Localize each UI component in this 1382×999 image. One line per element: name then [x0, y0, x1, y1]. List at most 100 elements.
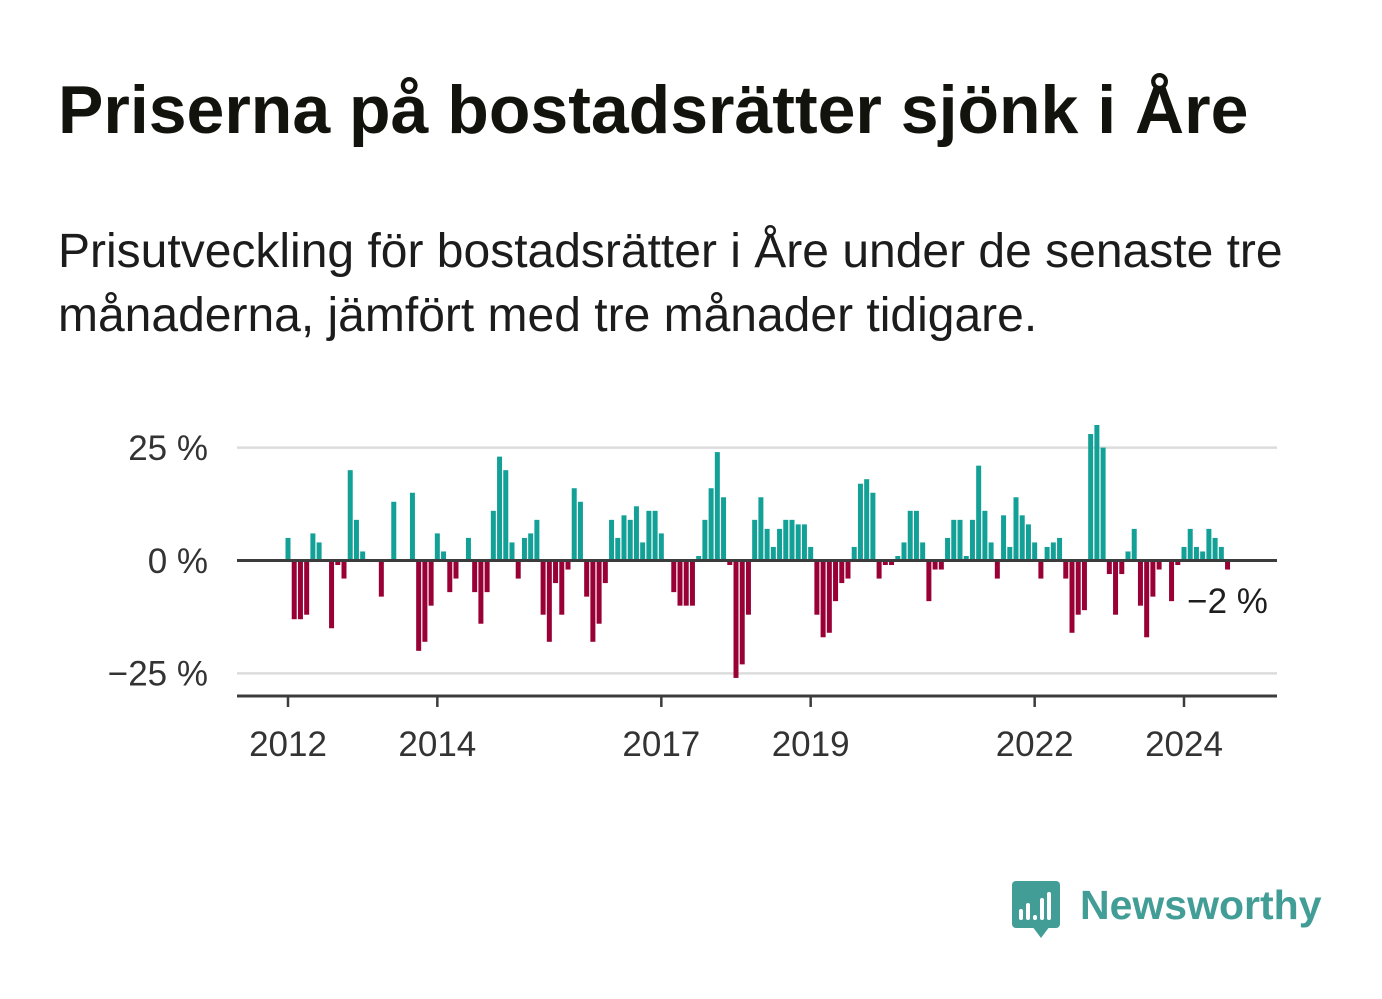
bar — [658, 533, 664, 561]
bar — [1125, 551, 1131, 561]
bar — [1225, 560, 1231, 570]
bar — [316, 542, 322, 561]
bar — [1119, 560, 1125, 575]
bar — [689, 560, 695, 606]
bar — [851, 546, 857, 561]
value-annotation: −2 % — [1187, 582, 1268, 621]
bar — [982, 510, 988, 561]
bar — [1106, 560, 1112, 575]
bar — [478, 560, 484, 624]
chart-title: Priserna på bostadsrätter sjönk i Åre — [58, 72, 1249, 148]
bar — [416, 560, 422, 651]
bar — [633, 506, 639, 561]
bar — [1001, 515, 1007, 561]
bar — [285, 537, 291, 561]
x-tick-label: 2014 — [398, 725, 476, 764]
bar — [1019, 515, 1025, 561]
bar — [708, 488, 714, 561]
bar — [590, 560, 596, 642]
bar — [577, 501, 583, 561]
bar — [770, 546, 776, 561]
bar — [683, 560, 689, 606]
bar — [378, 560, 384, 597]
bar — [602, 560, 608, 584]
bar — [801, 524, 807, 561]
y-tick-label: −25 % — [108, 655, 208, 694]
bar — [441, 551, 447, 561]
logo-icon-body — [1012, 881, 1060, 928]
bar — [652, 510, 658, 561]
bar — [721, 497, 727, 561]
bar — [584, 560, 590, 597]
bar — [795, 524, 801, 561]
bar — [833, 560, 839, 602]
bar — [839, 560, 845, 584]
bar — [540, 560, 546, 615]
bar — [1088, 434, 1094, 561]
bar — [497, 456, 503, 561]
bar — [360, 551, 366, 561]
bar — [559, 560, 565, 615]
bar — [1218, 546, 1224, 561]
bar — [509, 542, 515, 561]
bar — [347, 470, 353, 561]
bar-chart: 25 % 0 % −25 % 2012 2014 2017 2019 2022 2024 −2 % — [108, 425, 1277, 764]
bar — [1144, 560, 1150, 638]
bar — [335, 560, 341, 566]
bar — [1150, 560, 1156, 597]
x-tick-label: 2024 — [1145, 725, 1223, 764]
bar — [646, 510, 652, 561]
bar — [882, 560, 888, 566]
bar — [1069, 560, 1075, 633]
bar — [994, 560, 1000, 579]
bar — [870, 492, 876, 561]
bar — [615, 537, 621, 561]
x-tick-label: 2022 — [996, 725, 1074, 764]
y-tick-label: 25 % — [128, 429, 208, 468]
bar — [951, 519, 957, 561]
bar — [808, 546, 814, 561]
bar — [1057, 537, 1063, 561]
bar — [696, 555, 702, 561]
bar — [938, 560, 944, 570]
bar — [789, 519, 795, 561]
bar — [739, 560, 745, 665]
bar — [490, 510, 496, 561]
logo-icon-bar — [1047, 892, 1051, 920]
bar — [976, 465, 982, 561]
bar — [864, 479, 870, 561]
bars — [285, 425, 1231, 678]
bar — [596, 560, 602, 624]
bar — [1038, 560, 1044, 579]
bar — [764, 528, 770, 561]
bar — [1212, 537, 1218, 561]
bar — [926, 560, 932, 602]
bar — [465, 537, 471, 561]
bar — [913, 510, 919, 561]
bar — [484, 560, 490, 593]
logo-icon-bar — [1033, 915, 1037, 920]
bar — [714, 452, 720, 561]
bar — [1169, 560, 1175, 602]
bar — [1032, 542, 1038, 561]
logo-icon-bar — [1040, 898, 1044, 920]
bar — [889, 560, 895, 566]
chart-subtitle: Prisutveckling för bostadsrätter i Åre u… — [58, 225, 1283, 342]
bar — [1100, 447, 1106, 561]
bar — [1094, 425, 1100, 561]
bar — [702, 519, 708, 561]
x-tick-label: 2012 — [249, 725, 327, 764]
bar — [391, 501, 397, 561]
bar — [895, 555, 901, 561]
bar — [783, 519, 789, 561]
x-axis-ticks: 2012 2014 2017 2019 2022 2024 — [249, 696, 1223, 764]
bar — [1181, 546, 1187, 561]
bar — [1007, 546, 1013, 561]
bar — [329, 560, 335, 629]
bar — [609, 519, 615, 561]
bar — [1113, 560, 1119, 615]
bar — [565, 560, 571, 570]
bar — [820, 560, 826, 638]
bar — [920, 542, 926, 561]
newsworthy-logo-icon — [1012, 881, 1060, 938]
